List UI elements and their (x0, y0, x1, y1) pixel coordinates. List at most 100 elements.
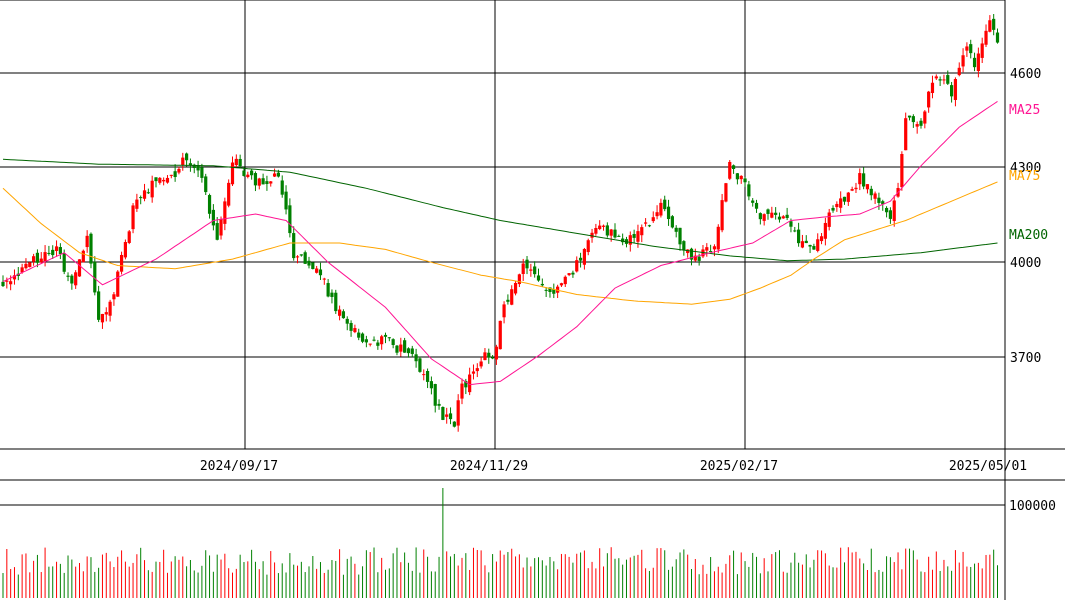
candle (502, 301, 506, 324)
candle (410, 345, 414, 357)
candle-body (659, 202, 663, 216)
candle-body (448, 413, 453, 420)
candle-body (590, 232, 594, 238)
candle (957, 62, 961, 77)
candle-body (51, 249, 55, 256)
candle (468, 367, 472, 396)
candle-body (831, 207, 835, 211)
candle (403, 337, 407, 353)
candle (85, 230, 89, 253)
candle (483, 348, 487, 361)
candle (414, 348, 418, 368)
candle-body (326, 283, 330, 297)
candle (70, 274, 74, 290)
candle (827, 208, 831, 231)
ma200-line (2, 158, 998, 262)
candle-body (563, 276, 567, 285)
candle (563, 275, 567, 287)
candle (923, 110, 927, 129)
candle (464, 378, 468, 395)
candle-body (800, 241, 805, 248)
candle-body (475, 368, 479, 372)
candle (395, 345, 399, 356)
candle-body (410, 348, 414, 354)
candle (223, 197, 227, 231)
candle (770, 206, 774, 219)
x-label-2024-09-17: 2024/09/17 (200, 459, 278, 474)
candle (678, 227, 682, 251)
candle-body (288, 205, 292, 234)
candle-body (544, 289, 548, 291)
candle-body (682, 241, 686, 251)
candle (173, 164, 177, 182)
candle (881, 199, 885, 211)
candle-body (919, 120, 923, 126)
candle-body (491, 357, 495, 359)
candle (609, 228, 613, 242)
candle (89, 232, 93, 269)
candle-body (97, 291, 101, 320)
candle (709, 244, 713, 253)
candle (510, 285, 514, 306)
candle-body (471, 371, 476, 374)
candle (494, 344, 499, 365)
candle-body (181, 157, 185, 166)
candle (525, 256, 529, 275)
candle-body (116, 271, 120, 297)
candle (154, 177, 158, 188)
candle-body (559, 283, 564, 286)
candle-body (32, 256, 36, 262)
candle-body (605, 225, 609, 236)
candle-body (452, 421, 456, 427)
candle (781, 215, 785, 219)
candle (777, 212, 782, 223)
candle-body (923, 111, 927, 124)
candle-body (223, 201, 227, 224)
candle-body (819, 236, 824, 242)
candle (693, 248, 697, 262)
candle (831, 205, 835, 213)
candle-body (498, 320, 502, 350)
candle (303, 250, 307, 264)
candle (338, 305, 342, 321)
candle (169, 174, 173, 179)
candle-body (341, 311, 346, 319)
candle (969, 39, 973, 59)
candle-body (376, 342, 380, 346)
candle-body (112, 294, 116, 300)
candle-body (613, 229, 617, 238)
candle (735, 173, 739, 185)
candle (865, 184, 870, 194)
candle (150, 175, 154, 203)
candle (422, 369, 426, 381)
candle-body (972, 57, 977, 68)
candle-body (74, 272, 78, 286)
candle-body (123, 242, 127, 258)
candle (728, 160, 732, 181)
candle-body (62, 253, 66, 272)
candle-body (789, 221, 793, 227)
candle-body (204, 176, 208, 193)
candle (200, 163, 204, 183)
volume-tick-100000: 100000 (1009, 499, 1056, 514)
candle (74, 270, 78, 289)
candle-body (762, 214, 766, 221)
candle-body (743, 178, 747, 183)
candle (785, 207, 789, 221)
candle-body (131, 205, 135, 230)
candle (391, 338, 395, 349)
candle-body (357, 332, 361, 338)
candle-body (651, 217, 655, 222)
candle (823, 217, 827, 246)
moving-averages (2, 100, 998, 386)
candle (793, 226, 797, 233)
candle (747, 180, 751, 201)
candle (116, 270, 120, 297)
candle-body (173, 171, 177, 178)
candle-body (219, 219, 223, 236)
candle-body (781, 216, 785, 219)
candle (835, 201, 839, 212)
candle (43, 245, 47, 267)
candle-body (196, 165, 200, 171)
candle (513, 281, 518, 296)
